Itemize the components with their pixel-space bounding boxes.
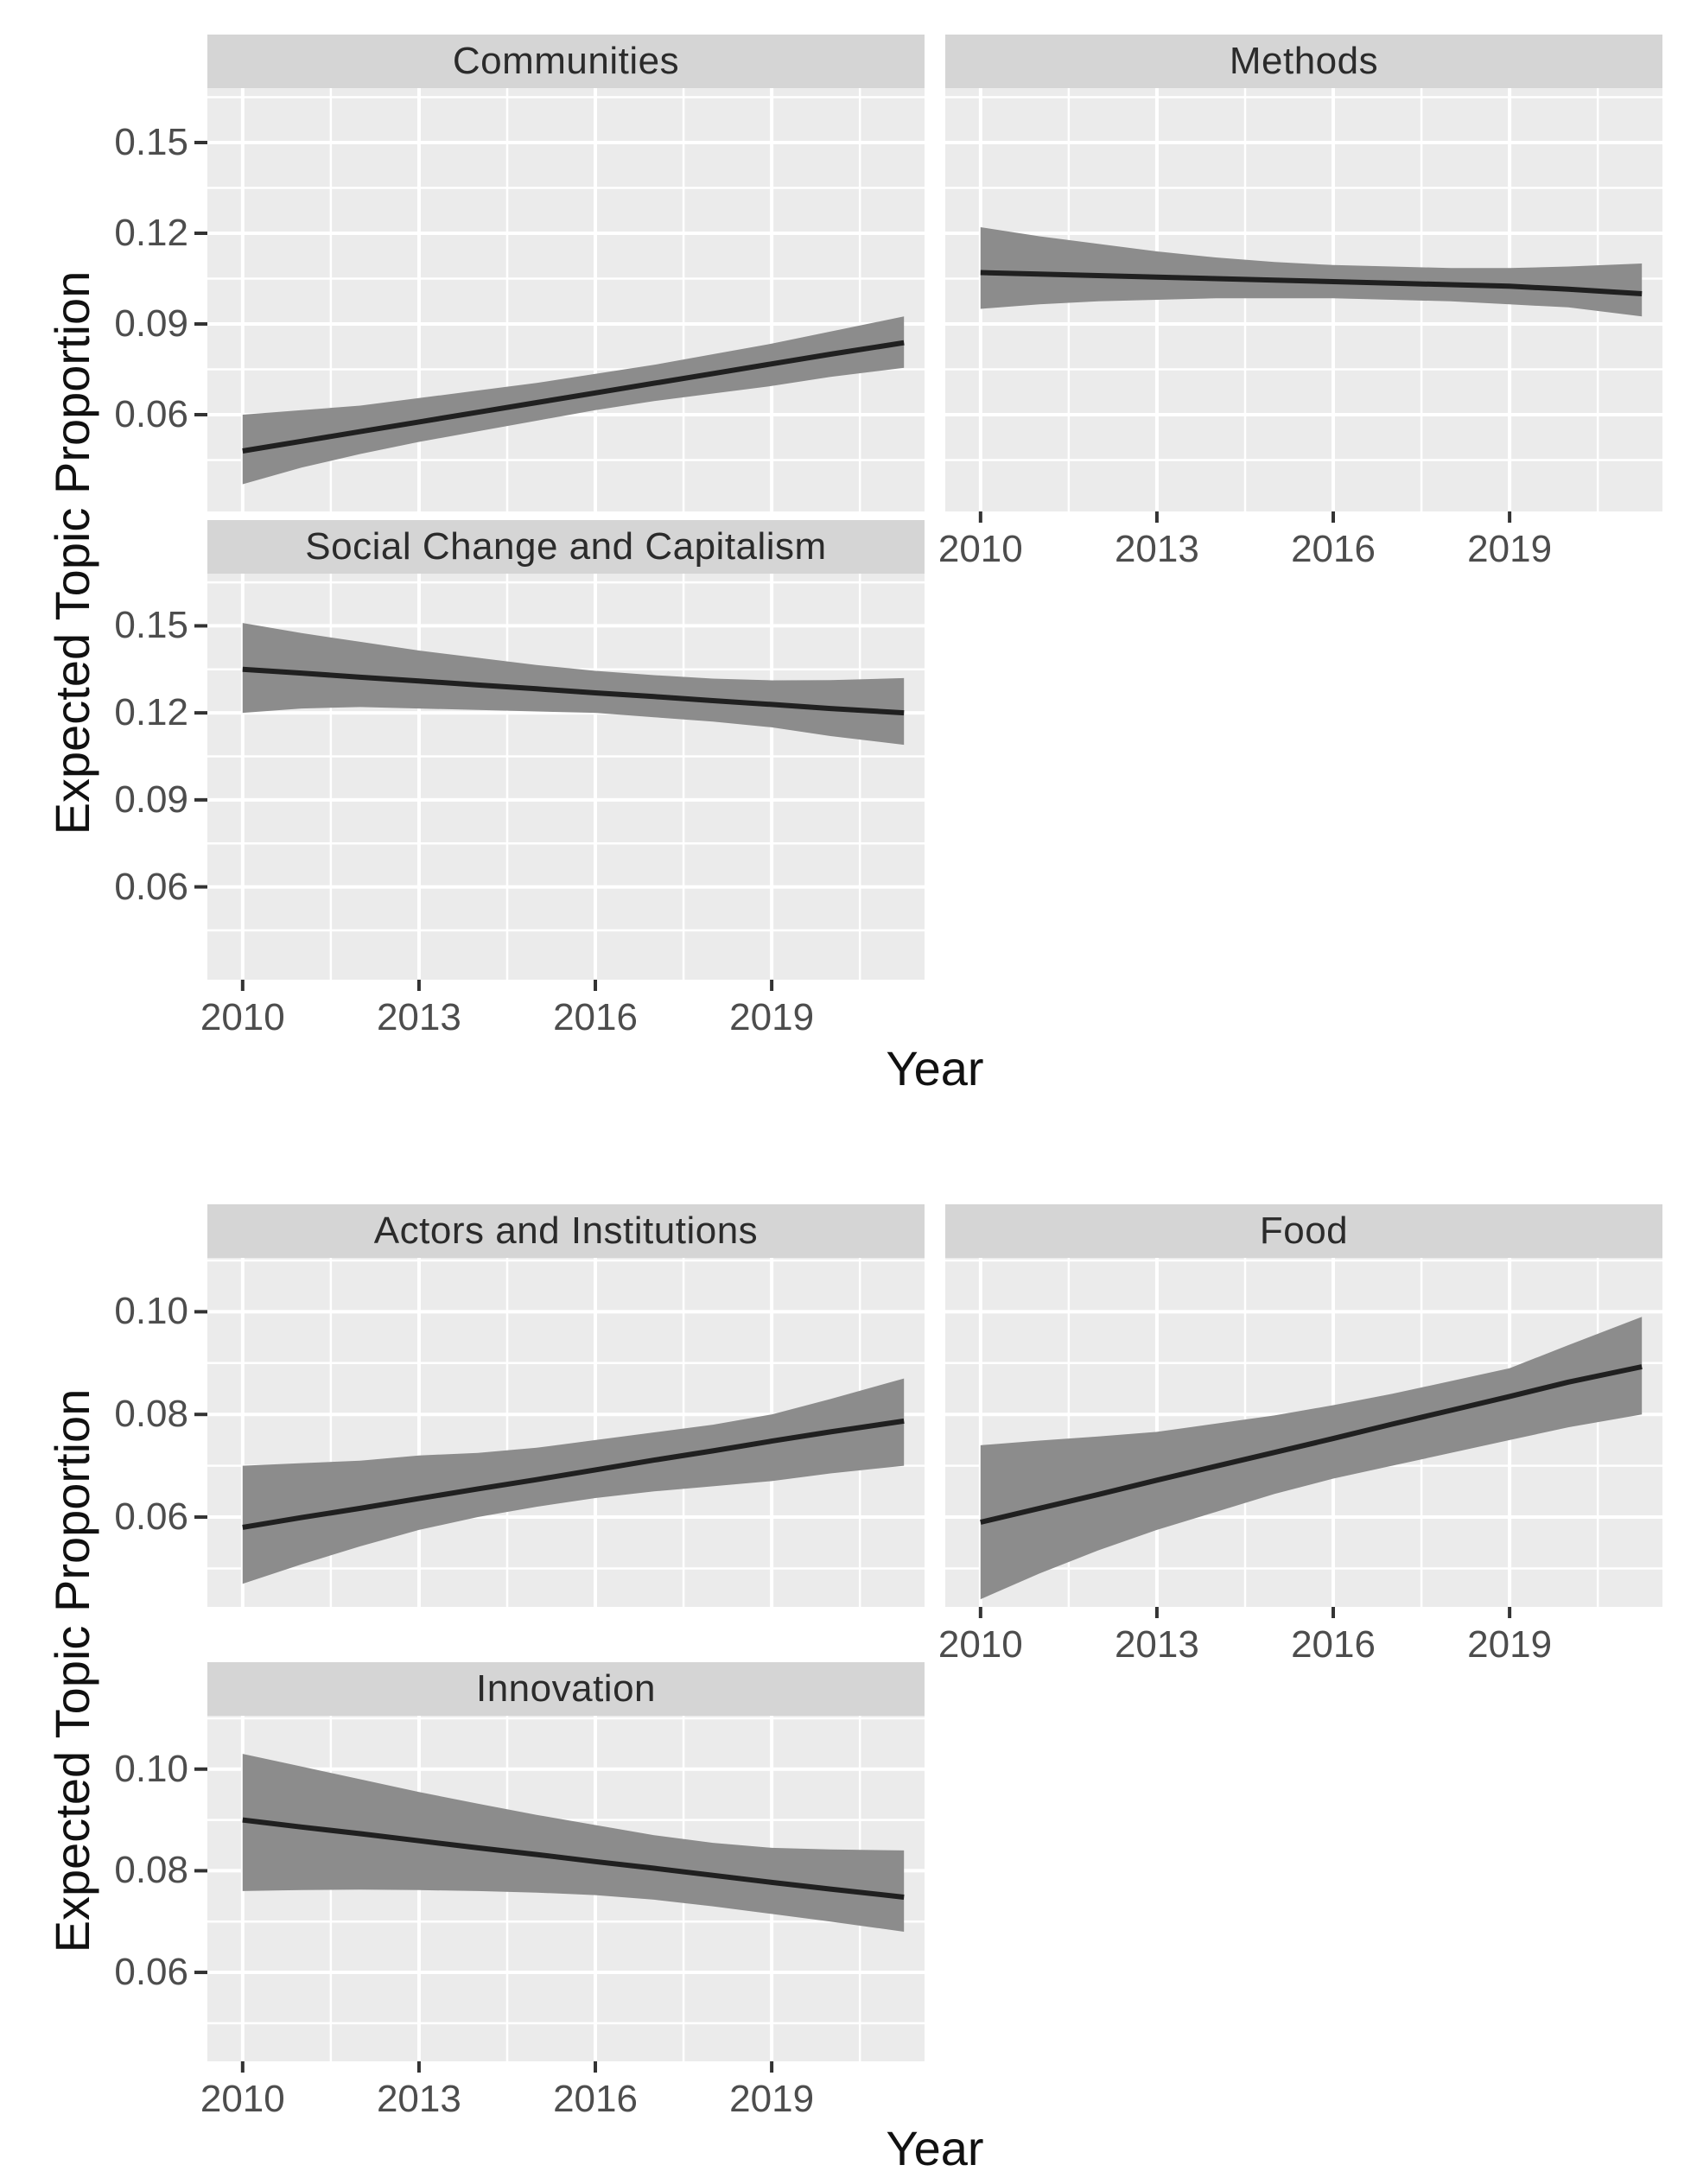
y-tick-label: 0.10 (114, 1290, 188, 1333)
chart-canvas (194, 1258, 1662, 2073)
x-tick-label: 2016 (553, 2078, 638, 2120)
y-tick-label: 0.08 (114, 1393, 188, 1436)
y-tick-label: 0.12 (114, 691, 188, 734)
y-tick-label: 0.09 (114, 778, 188, 821)
y-tick-label: 0.15 (114, 604, 188, 647)
x-tick-label: 2016 (1291, 1623, 1376, 1666)
facet-title: Methods (1229, 40, 1379, 82)
y-tick-label: 0.06 (114, 1951, 188, 1994)
x-tick-label: 2019 (1467, 528, 1553, 570)
x-axis-title: Year (886, 2121, 984, 2175)
confidence-ribbon (242, 623, 905, 746)
x-tick-label: 2016 (553, 996, 638, 1038)
y-tick-label: 0.12 (114, 212, 188, 254)
trend-line (242, 666, 905, 716)
x-tick-label: 2010 (200, 996, 285, 1038)
x-tick-label: 2013 (1114, 1623, 1199, 1666)
y-tick-label: 0.08 (114, 1849, 188, 1892)
x-tick-label: 2010 (937, 1623, 1023, 1666)
confidence-ribbon (242, 316, 905, 485)
x-tick-label: 2019 (1467, 1623, 1553, 1666)
x-tick-label: 2010 (200, 2078, 285, 2120)
trend-line (242, 1817, 905, 1900)
x-tick-label: 2013 (1114, 528, 1199, 570)
x-tick-label: 2013 (376, 2078, 461, 2120)
confidence-ribbon (980, 227, 1643, 317)
facet-title: Food (1259, 1209, 1349, 1252)
x-tick-label: 2016 (1291, 528, 1376, 570)
trend-line (242, 1418, 905, 1530)
y-tick-label: 0.06 (114, 393, 188, 435)
x-tick-label: 2019 (729, 996, 815, 1038)
y-tick-label: 0.09 (114, 302, 188, 345)
facet-strip: Methods (945, 35, 1662, 88)
x-tick-label: 2013 (376, 996, 461, 1038)
facet-strip: Social Change and Capitalism (207, 520, 925, 574)
panel-background (207, 574, 925, 980)
x-tick-label: 2010 (937, 528, 1023, 570)
facet-title: Actors and Institutions (373, 1209, 759, 1252)
y-tick-label: 0.15 (114, 121, 188, 163)
x-tick-label: 2019 (729, 2078, 815, 2120)
facet-title: Communities (452, 40, 680, 82)
chart-canvas (194, 88, 1662, 991)
y-tick-label: 0.06 (114, 865, 188, 908)
confidence-ribbon (242, 1754, 905, 1932)
facet-strip: Actors and Institutions (207, 1204, 925, 1258)
trend-line (242, 340, 905, 454)
confidence-ribbon (980, 1317, 1643, 1600)
confidence-ribbon (242, 1378, 905, 1584)
topic-trends-figure-bottom: Actors and Institutions Food Innovation … (0, 1092, 1697, 2184)
facet-title: Innovation (475, 1667, 657, 1710)
topic-trends-figure-top: Communities Methods Social Change and Ca… (45, 35, 1662, 1095)
trend-line (980, 1364, 1643, 1525)
facet-strip: Food (945, 1204, 1662, 1258)
facet-title: Social Change and Capitalism (305, 525, 827, 568)
trend-line (980, 270, 1643, 296)
y-tick-label: 0.10 (114, 1747, 188, 1790)
facet-strip: Communities (207, 35, 925, 88)
facet-strip: Innovation (207, 1662, 925, 1716)
y-tick-label: 0.06 (114, 1495, 188, 1539)
x-axis-title: Year (886, 1041, 984, 1095)
